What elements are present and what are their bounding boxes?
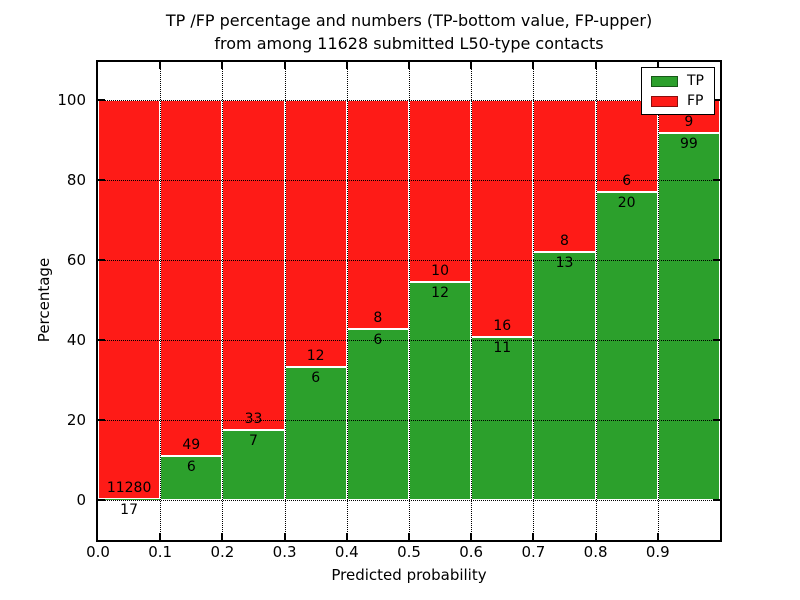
fp-bar-segment — [222, 100, 285, 430]
x-tick-label: 0.7 — [521, 543, 546, 561]
vertical-gridline — [657, 62, 659, 540]
vertical-gridline — [222, 62, 224, 540]
legend-item-tp: TP — [651, 74, 704, 88]
chart-title-line-1: TP /FP percentage and numbers (TP-bottom… — [165, 11, 653, 30]
fp-count-label: 9 — [684, 114, 694, 131]
tp-count-label: 11 — [493, 340, 512, 357]
y-axis-title: Percentage — [35, 257, 53, 343]
fp-count-label: 10 — [431, 262, 449, 279]
fp-bar-segment — [284, 100, 347, 367]
tp-count-label: 99 — [679, 136, 698, 153]
fp-bar-segment — [160, 100, 223, 457]
x-tick-label: 0.8 — [583, 543, 608, 561]
vertical-gridline — [409, 62, 410, 540]
fp-bar-segment — [595, 100, 658, 193]
fp-count-label: 11280 — [106, 480, 152, 497]
fp-count-label: 33 — [244, 411, 263, 427]
x-tick-label: 0.4 — [334, 543, 359, 561]
vertical-gridline — [284, 62, 286, 540]
vertical-gridline — [533, 62, 535, 540]
tp-count-label: 13 — [555, 255, 574, 272]
vertical-gridline — [160, 62, 162, 540]
chart-title: TP /FP percentage and numbers (TP-bottom… — [0, 9, 800, 55]
y-tick-label: 100 — [57, 91, 86, 109]
x-tick-label: 0.6 — [459, 543, 484, 561]
tp-bar-segment — [471, 337, 534, 500]
y-tick-label: 60 — [66, 251, 86, 269]
fp-count-label: 49 — [182, 437, 201, 454]
tp-count-label: 20 — [617, 195, 636, 212]
tp-bar-segment — [284, 366, 347, 500]
tp-bar-segment — [533, 252, 596, 500]
fp-count-label: 12 — [306, 347, 325, 364]
fp-count-label: 8 — [373, 309, 383, 326]
plot-area: TP FP 11280 17 49 6 33 7 12 6 8 6 10 12 16 11 8 13 6 20 9 9… — [96, 60, 722, 542]
fp-bar-segment — [98, 100, 161, 500]
fp-count-label: 8 — [560, 233, 569, 250]
y-tick-label: 20 — [66, 411, 86, 429]
x-tick-label: 0.1 — [148, 543, 173, 561]
legend: TP FP — [641, 67, 715, 115]
chart-title-line-2: from among 11628 submitted L50-type cont… — [214, 34, 604, 53]
tp-bar-segment — [160, 456, 223, 500]
y-tick-label: 40 — [66, 331, 86, 349]
tp-count-label: 7 — [249, 433, 258, 449]
legend-item-fp: FP — [651, 94, 704, 108]
fp-count-label: 6 — [622, 173, 632, 190]
x-axis-title: Predicted probability — [331, 566, 487, 584]
tp-count-label: 12 — [431, 284, 449, 301]
tp-count-label: 17 — [120, 502, 138, 519]
vertical-gridline — [595, 62, 597, 540]
x-tick-label: 0.3 — [272, 543, 297, 561]
tp-count-label: 6 — [186, 459, 196, 476]
x-tick-label: 0.2 — [210, 543, 235, 561]
fp-bar-segment — [471, 100, 534, 338]
fp-bar-segment — [409, 100, 472, 282]
tp-bar-segment — [595, 192, 658, 500]
tp-bar-segment — [409, 281, 472, 500]
tp-bar-segment — [657, 133, 720, 500]
x-tick-label: 0.9 — [645, 543, 670, 561]
y-tick-label: 0 — [76, 491, 86, 509]
y-tick-label: 80 — [66, 171, 86, 189]
tp-bar-segment — [346, 328, 409, 500]
vertical-gridline — [346, 62, 348, 540]
x-tick-label: 0.5 — [397, 543, 421, 561]
x-tick-label: 0.0 — [86, 543, 110, 561]
fp-legend-label: FP — [687, 93, 704, 109]
tp-count-label: 6 — [373, 331, 383, 348]
fp-bar-segment — [533, 100, 596, 253]
tp-legend-label: TP — [687, 73, 704, 89]
fp-count-label: 16 — [493, 318, 512, 335]
tp-count-label: 6 — [311, 369, 321, 386]
vertical-gridline — [471, 62, 473, 540]
tp-legend-swatch — [651, 75, 678, 87]
tp-bar-segment — [98, 499, 161, 500]
fp-legend-swatch — [651, 95, 678, 107]
fp-bar-segment — [346, 100, 409, 329]
